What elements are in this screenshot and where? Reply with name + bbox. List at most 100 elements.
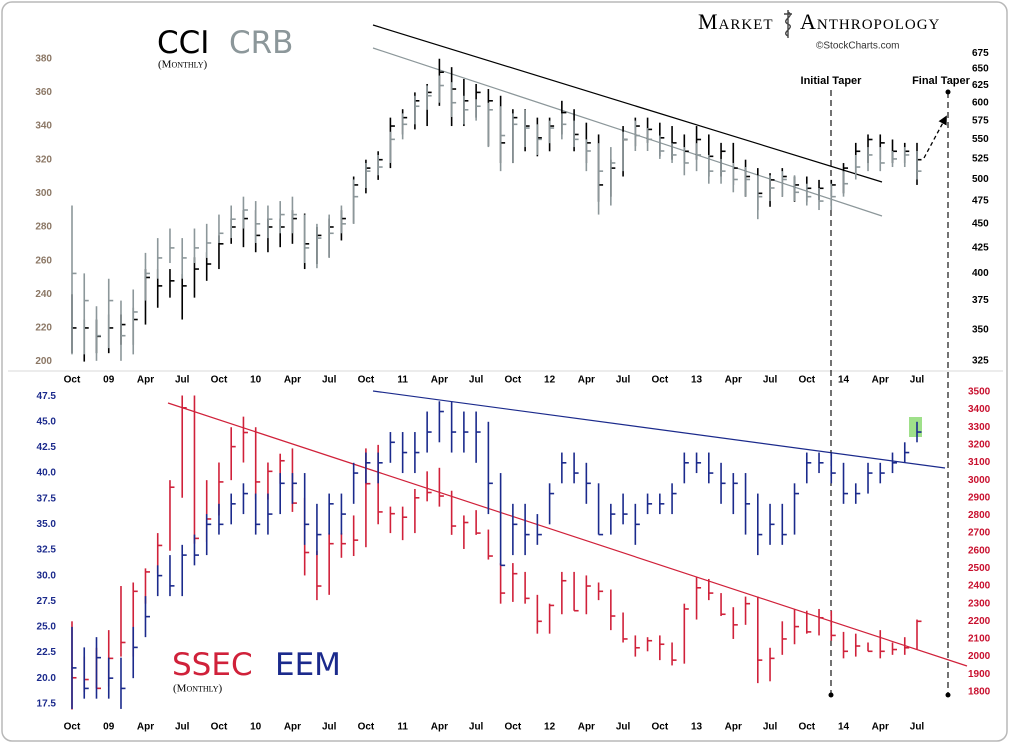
trendline xyxy=(372,24,883,183)
arrow xyxy=(923,115,947,159)
legend-entry: CRB xyxy=(229,25,293,61)
y-tick-label: 1800 xyxy=(968,687,991,698)
trendline xyxy=(372,390,946,469)
x-tick-label: 10 xyxy=(250,722,262,733)
event-dot xyxy=(945,89,951,95)
x-tick-label: Apr xyxy=(725,375,742,386)
y-tick-label: 32.5 xyxy=(37,545,57,556)
trendline xyxy=(372,47,883,217)
x-tick-label: 14 xyxy=(838,722,850,733)
y-tick-label: 2400 xyxy=(968,581,991,592)
credit: ©StockCharts.com xyxy=(816,41,900,52)
x-tick-label: Apr xyxy=(284,722,301,733)
y-tick-label: 3300 xyxy=(968,422,991,433)
y-tick-label: 300 xyxy=(35,188,52,199)
y-tick-label: 2100 xyxy=(968,634,991,645)
x-tick-label: Jul xyxy=(322,722,337,733)
y-tick-label: 500 xyxy=(972,174,989,185)
x-tick-label: Jul xyxy=(616,375,631,386)
x-tick-label: Jul xyxy=(322,375,337,386)
x-tick-label: Oct xyxy=(651,722,668,733)
x-tick-label: Oct xyxy=(505,722,522,733)
y-tick-label: 3000 xyxy=(968,475,991,486)
x-tick-label: Apr xyxy=(137,722,154,733)
x-tick-label: 14 xyxy=(838,375,850,386)
x-tick-label: Jul xyxy=(910,375,925,386)
legend-entry: SSEC xyxy=(172,647,253,683)
x-tick-label: Oct xyxy=(64,722,81,733)
x-tick-label: Jul xyxy=(175,375,190,386)
y-tick-label: 280 xyxy=(35,222,52,233)
x-tick-label: Apr xyxy=(725,722,742,733)
y-tick-label: 675 xyxy=(972,48,989,59)
x-tick-label: Apr xyxy=(872,722,889,733)
brand: Anthropology xyxy=(800,9,940,34)
x-tick-label: Apr xyxy=(431,722,448,733)
y-tick-label: 2300 xyxy=(968,598,991,609)
x-tick-label: 13 xyxy=(691,722,703,733)
x-tick-label: Oct xyxy=(358,722,375,733)
x-tick-label: Oct xyxy=(798,375,815,386)
subtitle: (Monthly) xyxy=(158,59,208,71)
event-dot xyxy=(945,692,951,698)
brand: Market xyxy=(698,9,774,34)
x-tick-label: 09 xyxy=(103,722,115,733)
subtitle: (Monthly) xyxy=(173,683,223,695)
y-tick-label: 30.0 xyxy=(37,570,57,581)
y-tick-label: 200 xyxy=(35,356,52,367)
y-tick-label: 3200 xyxy=(968,440,991,451)
x-tick-label: Oct xyxy=(798,722,815,733)
x-tick-label: 11 xyxy=(397,722,408,733)
y-tick-label: 450 xyxy=(972,218,989,229)
x-tick-label: Jul xyxy=(469,375,484,386)
x-tick-label: Apr xyxy=(137,375,154,386)
x-tick-label: Oct xyxy=(651,375,668,386)
x-tick-label: 13 xyxy=(691,375,703,386)
y-tick-label: 35.0 xyxy=(37,519,57,530)
x-tick-label: 12 xyxy=(544,722,556,733)
x-tick-label: Oct xyxy=(358,375,375,386)
y-tick-label: 47.5 xyxy=(37,391,57,402)
y-tick-label: 3400 xyxy=(968,404,991,415)
y-tick-label: 220 xyxy=(35,323,52,334)
y-tick-label: 625 xyxy=(972,80,989,91)
y-tick-label: 45.0 xyxy=(37,416,57,427)
x-tick-label: Apr xyxy=(284,375,301,386)
y-tick-label: 325 xyxy=(972,355,989,366)
y-tick-label: 3100 xyxy=(968,457,991,468)
y-tick-label: 37.5 xyxy=(37,493,57,504)
event-dot xyxy=(828,692,834,698)
x-tick-label: Jul xyxy=(469,722,484,733)
x-tick-label: Oct xyxy=(211,375,228,386)
y-tick-label: 22.5 xyxy=(37,647,57,658)
x-tick-label: Oct xyxy=(211,722,228,733)
y-tick-label: 25.0 xyxy=(37,622,57,633)
x-tick-label: Jul xyxy=(763,375,778,386)
y-tick-label: 2500 xyxy=(968,563,991,574)
annotation: Initial Taper xyxy=(801,75,863,87)
trendline xyxy=(167,402,968,667)
x-tick-label: Apr xyxy=(578,722,595,733)
y-tick-label: 2800 xyxy=(968,510,991,521)
x-tick-label: Apr xyxy=(872,375,889,386)
y-tick-label: 2200 xyxy=(968,616,991,627)
y-tick-label: 375 xyxy=(972,295,989,306)
x-tick-label: 12 xyxy=(544,375,556,386)
x-tick-label: Jul xyxy=(175,722,190,733)
y-tick-label: 360 xyxy=(35,87,52,98)
y-tick-label: 475 xyxy=(972,196,989,207)
y-tick-label: 3500 xyxy=(968,387,991,398)
highlight xyxy=(909,417,922,437)
y-tick-label: 2700 xyxy=(968,528,991,539)
legend-entry: CCI xyxy=(157,25,209,61)
x-tick-label: 10 xyxy=(250,375,262,386)
y-tick-label: 2000 xyxy=(968,651,991,662)
y-tick-label: 650 xyxy=(972,64,989,75)
x-tick-label: Oct xyxy=(64,375,81,386)
y-tick-label: 525 xyxy=(972,154,989,165)
y-tick-label: 20.0 xyxy=(37,673,57,684)
y-tick-label: 340 xyxy=(35,121,52,132)
y-tick-label: 42.5 xyxy=(37,442,57,453)
y-tick-label: 400 xyxy=(972,268,989,279)
legend-entry: EEM xyxy=(275,647,341,683)
